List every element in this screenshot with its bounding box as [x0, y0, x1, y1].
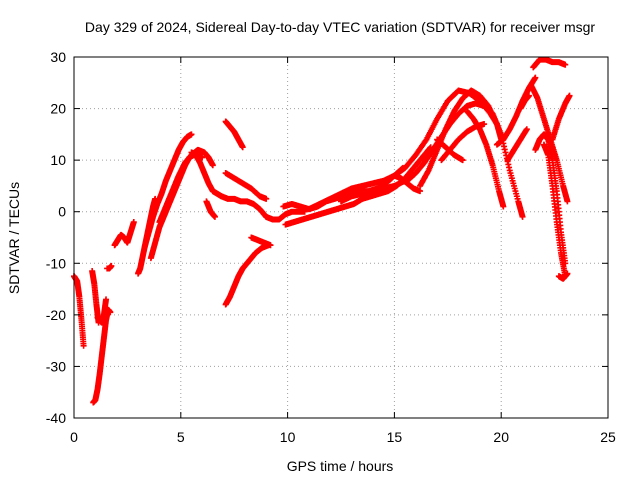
y-tick-label: -40 — [46, 410, 66, 426]
y-tick-label: 0 — [58, 204, 66, 220]
series-arc-5 — [104, 262, 115, 272]
data-point-markers — [203, 198, 218, 220]
series-arc-36 — [555, 270, 571, 282]
series-arc-35 — [540, 141, 569, 280]
series-arc-8 — [141, 131, 195, 251]
series-arc-4 — [94, 296, 110, 326]
y-tick-label: -10 — [46, 255, 66, 271]
series-arc-28 — [464, 108, 507, 210]
series-arc-25 — [417, 87, 505, 189]
data-point-markers — [248, 234, 274, 249]
y-tick-label: -30 — [46, 358, 66, 374]
plot-border — [73, 56, 609, 419]
data-point-markers — [222, 242, 272, 308]
series-arc-3 — [90, 306, 114, 406]
data-point-markers — [338, 177, 409, 205]
series-arc-14 — [222, 170, 270, 202]
x-axis-label: GPS time / hours — [287, 458, 394, 474]
series-arc-15 — [222, 118, 246, 151]
x-tick-label: 15 — [387, 429, 403, 445]
x-tick-label: 10 — [280, 429, 296, 445]
series-arc-18 — [263, 208, 308, 223]
chart-title: Day 329 of 2024, Sidereal Day-to-day VTE… — [85, 19, 595, 35]
series-arc-1 — [71, 273, 87, 349]
series-arc-23 — [391, 172, 424, 195]
series-arc-12 — [203, 198, 218, 220]
data-point-markers — [540, 141, 569, 280]
series-arc-30 — [504, 126, 530, 164]
data-point-markers — [104, 262, 115, 272]
y-axis-label: SDTVAR / TECUs — [6, 182, 22, 294]
data-point-markers — [90, 306, 114, 406]
data-point-markers — [188, 149, 225, 200]
axis-ticks: 0 5 10 15 20 25 -40 -30 -20 -10 0 10 20 30 — [46, 49, 616, 445]
series-arc-6 — [111, 219, 137, 249]
x-tick-label: 0 — [70, 429, 78, 445]
x-tick-label: 20 — [493, 429, 509, 445]
data-point-markers — [549, 92, 573, 143]
series-arc-11 — [188, 149, 225, 200]
series-arc-34 — [532, 131, 569, 267]
y-tick-label: 20 — [50, 101, 66, 117]
x-tick-label: 25 — [600, 429, 616, 445]
data-point-markers — [263, 208, 308, 223]
data-point-markers — [111, 219, 137, 249]
data-point-markers — [222, 118, 246, 151]
y-tick-label: 30 — [50, 49, 66, 65]
data-point-markers — [555, 270, 571, 282]
data-point-markers — [530, 56, 569, 71]
x-tick-label: 5 — [177, 429, 185, 445]
data-point-markers — [71, 273, 87, 349]
data-point-markers — [391, 172, 424, 195]
data-point-markers — [532, 131, 569, 267]
series-arc-37 — [549, 92, 573, 143]
data-point-markers — [141, 131, 195, 251]
y-tick-label: 10 — [50, 152, 66, 168]
series-arc-17 — [248, 234, 274, 249]
data-point-markers — [222, 170, 270, 202]
data-points — [71, 56, 573, 406]
series-arc-16 — [222, 242, 272, 308]
data-point-markers — [417, 87, 505, 189]
series-arc-22 — [338, 177, 409, 205]
series-arc-13 — [218, 193, 270, 220]
data-point-markers — [504, 126, 530, 164]
data-point-markers — [218, 193, 270, 220]
data-point-markers — [464, 108, 507, 210]
data-point-markers — [517, 92, 532, 112]
y-tick-label: -20 — [46, 307, 66, 323]
data-point-markers — [94, 296, 110, 326]
series-arc-32 — [530, 56, 569, 71]
series-arc-31 — [517, 92, 532, 112]
